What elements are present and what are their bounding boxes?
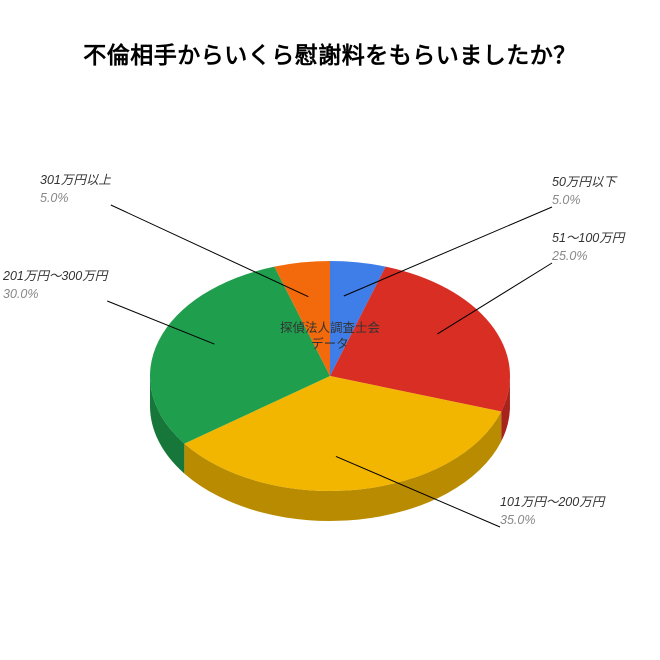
pie-svg: [0, 150, 660, 610]
slice-label-name: 301万円以上: [40, 172, 111, 190]
leader-line: [111, 205, 308, 297]
slice-label: 50万円以下5.0%: [552, 174, 616, 209]
slice-label-percent: 5.0%: [40, 190, 111, 208]
pie-chart-3d: 50万円以下5.0%51～100万円25.0%101万円～200万円35.0%2…: [0, 150, 660, 610]
slice-label-name: 51～100万円: [552, 230, 624, 248]
slice-label-name: 50万円以下: [552, 174, 616, 192]
chart-center-label: 探偵法人調査士会 データ: [275, 320, 385, 353]
slice-label-percent: 5.0%: [552, 192, 616, 210]
slice-label: 51～100万円25.0%: [552, 230, 624, 265]
slice-label-percent: 30.0%: [3, 286, 107, 304]
slice-label-percent: 35.0%: [500, 512, 604, 530]
center-label-line1: 探偵法人調査士会: [280, 321, 380, 335]
slice-label: 101万円～200万円35.0%: [500, 494, 604, 529]
chart-title: 不倫相手からいくら慰謝料をもらいましたか？: [0, 36, 660, 70]
slice-label: 201万円～300万円30.0%: [3, 268, 107, 303]
slice-label: 301万円以上5.0%: [40, 172, 111, 207]
slice-label-percent: 25.0%: [552, 248, 624, 266]
center-label-line2: データ: [311, 337, 349, 351]
slice-label-name: 101万円～200万円: [500, 494, 604, 512]
slice-label-name: 201万円～300万円: [3, 268, 107, 286]
